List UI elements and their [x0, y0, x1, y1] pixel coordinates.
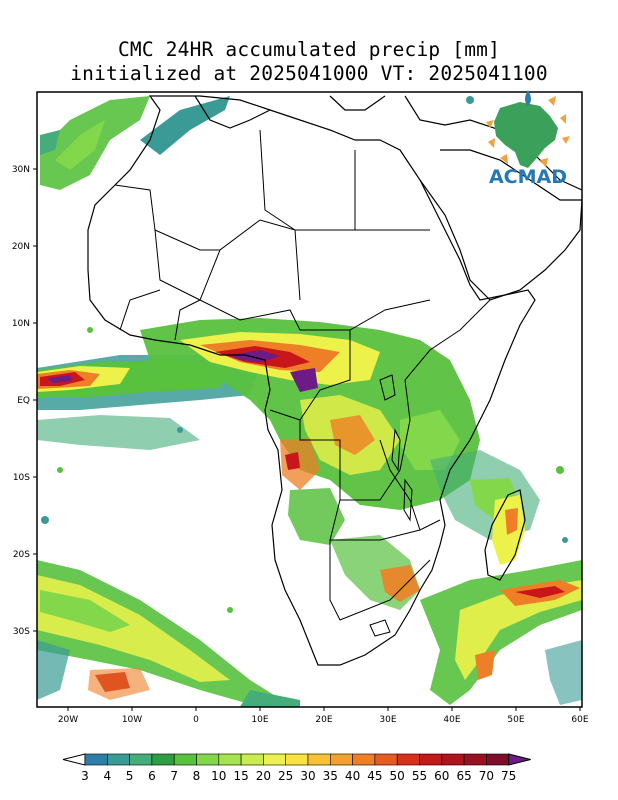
- lon-tick-label: 20E: [315, 715, 332, 725]
- colorbar-label: 30: [300, 769, 315, 783]
- precip-field: [37, 96, 582, 707]
- colorbar-label: 10: [211, 769, 226, 783]
- acmad-logo: ACMAD: [486, 90, 570, 188]
- colorbar-swatch: [329, 753, 353, 766]
- africa-coastline: [87, 95, 536, 666]
- colorbar-label: 70: [479, 769, 494, 783]
- colorbar-swatch: [240, 753, 264, 766]
- precip-southern-africa: [288, 450, 540, 610]
- lon-tick-label: 60E: [571, 715, 588, 725]
- colorbar-swatch: [307, 753, 331, 766]
- colorbar-swatch: [129, 753, 153, 766]
- colorbar-swatch: [352, 753, 376, 766]
- chart-title-line-1: CMC 24HR accumulated precip [mm]: [117, 38, 501, 61]
- lon-tick-label: 0: [193, 715, 199, 725]
- arabia-coastline: [419, 149, 582, 301]
- lat-tick-label: 10N: [12, 319, 30, 329]
- colorbar-swatch: [218, 753, 242, 766]
- colorbar-swatch: [196, 753, 220, 766]
- lakes: [369, 374, 413, 637]
- lon-axis: 20W 10W 0 10E 20E 30E 40E 50E 60E: [58, 707, 589, 725]
- colorbar-label: 8: [193, 769, 201, 783]
- colorbar-swatch: [107, 753, 130, 766]
- colorbar-label: 45: [367, 769, 382, 783]
- colorbar-label: 60: [434, 769, 449, 783]
- lon-tick-label: 50E: [507, 715, 524, 725]
- colorbar-swatch: [374, 753, 398, 766]
- lon-tick-label: 10E: [251, 715, 268, 725]
- colorbar-swatch: [84, 753, 108, 766]
- colorbar-swatch: [285, 753, 309, 766]
- lat-axis: 30N 20N 10N EQ 10S 20S 30S: [12, 165, 37, 637]
- colorbar: 3 4 5 6 7 8 10 15 20 25 30 35 40 45 50 55 60 65 70 75: [62, 753, 531, 783]
- madagascar-coastline: [484, 489, 526, 581]
- precip-south-atlantic: [37, 560, 300, 707]
- colorbar-swatch: [419, 753, 443, 766]
- colorbar-swatch: [463, 753, 487, 766]
- lat-tick-label: 20S: [13, 550, 30, 560]
- lon-tick-label: 20W: [58, 715, 78, 725]
- lat-tick-label: 30N: [12, 165, 30, 175]
- precip-south-indian-ocean: [420, 560, 582, 705]
- colorbar-label: 55: [412, 769, 427, 783]
- colorbar-label: 5: [126, 769, 134, 783]
- colorbar-label: 75: [501, 769, 516, 783]
- logo-text: ACMAD: [489, 166, 567, 188]
- map-borders: [87, 95, 582, 666]
- water-drop-icon: [525, 90, 531, 106]
- chart-title-line-2: initialized at 2025041000 VT: 2025041100: [70, 62, 548, 85]
- colorbar-swatch: [263, 753, 286, 766]
- colorbar-label: 35: [323, 769, 338, 783]
- colorbar-swatch: [486, 753, 509, 766]
- colorbar-label: 65: [456, 769, 471, 783]
- sun-rays-icon: [486, 96, 570, 168]
- colorbar-swatch: [173, 753, 197, 766]
- lon-tick-label: 10W: [122, 715, 142, 725]
- colorbar-min-triangle: [62, 753, 86, 766]
- colorbar-label: 7: [170, 769, 178, 783]
- colorbar-swatch: [396, 753, 420, 766]
- colorbar-max-triangle: [508, 753, 531, 766]
- colorbar-label: 6: [148, 769, 156, 783]
- africa-logo-shape: [494, 102, 558, 168]
- colorbar-label: 50: [390, 769, 405, 783]
- colorbar-label: 20: [256, 769, 271, 783]
- colorbar-label: 25: [278, 769, 293, 783]
- precip-madagascar: [492, 495, 525, 565]
- lat-tick-label: EQ: [17, 396, 30, 406]
- lon-tick-label: 30E: [379, 715, 396, 725]
- colorbar-swatch: [441, 753, 465, 766]
- colorbar-swatch: [151, 753, 175, 766]
- lat-tick-label: 20N: [12, 242, 30, 252]
- europe-coastline: [194, 95, 582, 191]
- country-borders: [114, 129, 491, 621]
- precip-north-atlantic: [40, 96, 230, 190]
- colorbar-label: 15: [233, 769, 248, 783]
- lon-tick-label: 40E: [443, 715, 460, 725]
- colorbar-label: 3: [81, 769, 89, 783]
- precip-central-africa: [140, 318, 480, 510]
- colorbar-label: 40: [345, 769, 360, 783]
- colorbar-label: 4: [103, 769, 111, 783]
- lat-tick-label: 30S: [13, 627, 30, 637]
- lat-tick-label: 10S: [13, 473, 30, 483]
